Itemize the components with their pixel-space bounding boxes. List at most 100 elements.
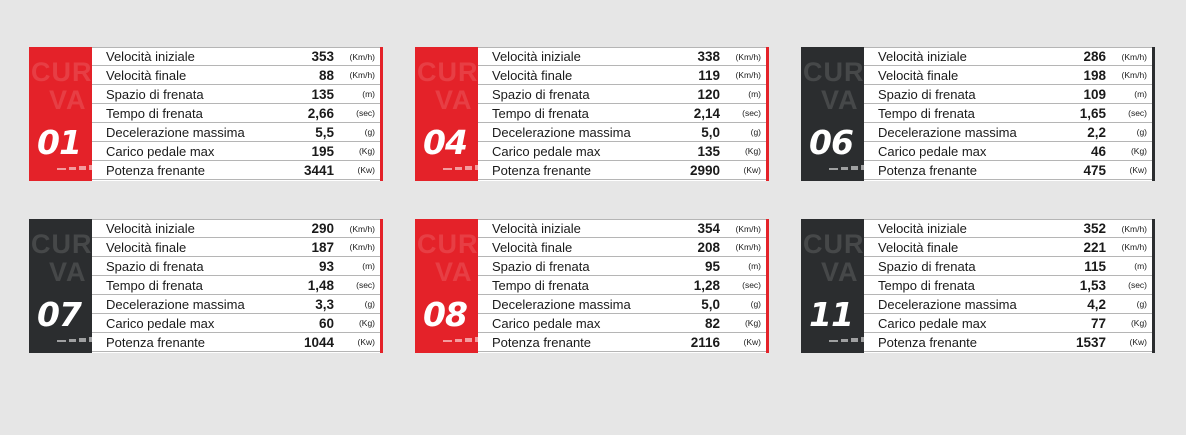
table-row: Potenza frenante 475 (Kw) [864, 161, 1152, 180]
stat-value: 352 [1083, 221, 1106, 236]
stat-value: 2,14 [693, 105, 720, 121]
curve-number: 01 [37, 123, 82, 162]
curve-card-5: CUR VA 11 Velocità iniziale 352 (Km/h) Velocit… [801, 219, 1155, 353]
stat-label: Tempo di frenata [492, 105, 589, 121]
table-row: Decelerazione massima 2,2 (g) [864, 123, 1152, 142]
stat-label: Spazio di frenata [878, 86, 976, 102]
stat-value: 5,0 [701, 296, 720, 312]
stat-value: 2990 [689, 162, 720, 178]
stat-value: 1,28 [693, 277, 720, 293]
curve-number: 11 [809, 295, 854, 334]
stat-value: 1,53 [1079, 277, 1106, 293]
stat-label: Carico pedale max [106, 143, 215, 159]
stat-unit: (Kw) [743, 337, 761, 347]
stat-unit: (g) [750, 299, 761, 309]
stat-value: 3,3 [315, 296, 334, 312]
stat-label: Tempo di frenata [106, 105, 203, 121]
stat-unit: (sec) [742, 108, 761, 118]
table-row: Spazio di frenata 95 (m) [478, 257, 766, 276]
stat-value: 135 [311, 86, 334, 102]
stat-unit: (Km/h) [1121, 70, 1148, 80]
stat-unit: (Kw) [743, 165, 761, 175]
stat-label: Velocità iniziale [878, 221, 967, 236]
stat-unit: (sec) [356, 108, 375, 118]
stat-value: 2,2 [1087, 124, 1106, 140]
table-row: Tempo di frenata 1,53 (sec) [864, 276, 1152, 295]
stat-unit: (Kg) [1130, 146, 1147, 156]
curve-number: 07 [37, 295, 82, 334]
watermark-line2: VA [49, 85, 87, 115]
stat-unit: (Km/h) [1121, 51, 1148, 62]
stat-label: Tempo di frenata [878, 105, 975, 121]
table-row: Tempo di frenata 1,48 (sec) [92, 276, 380, 295]
table-row: Tempo di frenata 1,65 (sec) [864, 104, 1152, 123]
table-row: Velocità finale 88 (Km/h) [92, 66, 380, 85]
stat-unit: (Kw) [1129, 337, 1147, 347]
table-row: Velocità finale 119 (Km/h) [478, 66, 766, 85]
stat-value: 2116 [690, 334, 720, 350]
table-row: Velocità iniziale 290 (Km/h) [92, 219, 380, 238]
stat-label: Potenza frenante [878, 334, 978, 350]
table-row: Decelerazione massima 3,3 (g) [92, 295, 380, 314]
stat-value: 2,66 [307, 105, 334, 121]
stat-label: Velocità iniziale [106, 221, 195, 236]
watermark-line1: CUR [803, 57, 864, 87]
curve-card-2: CUR VA 06 Velocità iniziale 286 (Km/h) Velocit… [801, 47, 1155, 181]
stat-value: 5,5 [315, 124, 334, 140]
stat-value: 115 [1084, 258, 1106, 274]
table-row: Decelerazione massima 5,0 (g) [478, 123, 766, 142]
stat-label: Velocità finale [106, 239, 187, 255]
table-row: Carico pedale max 77 (Kg) [864, 314, 1152, 333]
curve-card-1: CUR VA 04 Velocità iniziale 338 (Km/h) Velocit… [415, 47, 769, 181]
stat-unit: (m) [748, 261, 761, 271]
stat-label: Velocità finale [492, 67, 573, 83]
stat-value: 1,48 [307, 277, 334, 293]
curve-badge: CUR VA 01 [29, 47, 92, 181]
steps-icon [57, 337, 92, 342]
stat-unit: (m) [1134, 261, 1147, 271]
steps-icon [443, 337, 478, 342]
stat-label: Carico pedale max [492, 315, 601, 331]
table-row: Tempo di frenata 2,14 (sec) [478, 104, 766, 123]
stat-unit: (Km/h) [735, 223, 762, 234]
table-row: Carico pedale max 135 (Kg) [478, 142, 766, 161]
table-row: Decelerazione massima 4,2 (g) [864, 295, 1152, 314]
stat-label: Decelerazione massima [106, 296, 245, 312]
table-row: Potenza frenante 2990 (Kw) [478, 161, 766, 180]
stat-unit: (m) [362, 261, 375, 271]
stat-value: 46 [1090, 143, 1106, 159]
stat-unit: (sec) [1128, 108, 1147, 118]
stat-label: Decelerazione massima [878, 296, 1017, 312]
stat-label: Velocità finale [878, 67, 959, 83]
stat-unit: (g) [364, 127, 375, 137]
stat-label: Potenza frenante [878, 162, 978, 178]
table-row: Spazio di frenata 120 (m) [478, 85, 766, 104]
stat-unit: (Kg) [744, 318, 761, 328]
stat-value: 1537 [1075, 334, 1106, 350]
watermark-line1: CUR [803, 229, 864, 259]
stat-label: Spazio di frenata [878, 258, 976, 274]
table-row: Decelerazione massima 5,5 (g) [92, 123, 380, 142]
stat-unit: (g) [750, 127, 761, 137]
table-row: Carico pedale max 46 (Kg) [864, 142, 1152, 161]
table-row: Decelerazione massima 5,0 (g) [478, 295, 766, 314]
stat-value: 221 [1083, 239, 1106, 255]
stat-label: Spazio di frenata [106, 258, 204, 274]
stat-value: 187 [311, 239, 334, 255]
table-row: Spazio di frenata 115 (m) [864, 257, 1152, 276]
stat-unit: (Km/h) [735, 242, 762, 252]
curve-card-3: CUR VA 07 Velocità iniziale 290 (Km/h) Velocit… [29, 219, 383, 353]
stat-label: Tempo di frenata [878, 277, 975, 293]
stat-unit: (Km/h) [349, 223, 376, 234]
stat-unit: (Km/h) [735, 70, 762, 80]
stat-unit: (sec) [356, 280, 375, 290]
stats-table: Velocità iniziale 354 (Km/h) Velocità final… [478, 219, 769, 353]
curve-number: 04 [423, 123, 468, 162]
stat-label: Spazio di frenata [492, 86, 590, 102]
table-row: Velocità finale 187 (Km/h) [92, 238, 380, 257]
table-row: Spazio di frenata 93 (m) [92, 257, 380, 276]
watermark-line2: VA [49, 257, 87, 287]
table-row: Potenza frenante 2116 (Kw) [478, 333, 766, 352]
stat-label: Tempo di frenata [492, 277, 589, 293]
stat-label: Decelerazione massima [492, 124, 631, 140]
